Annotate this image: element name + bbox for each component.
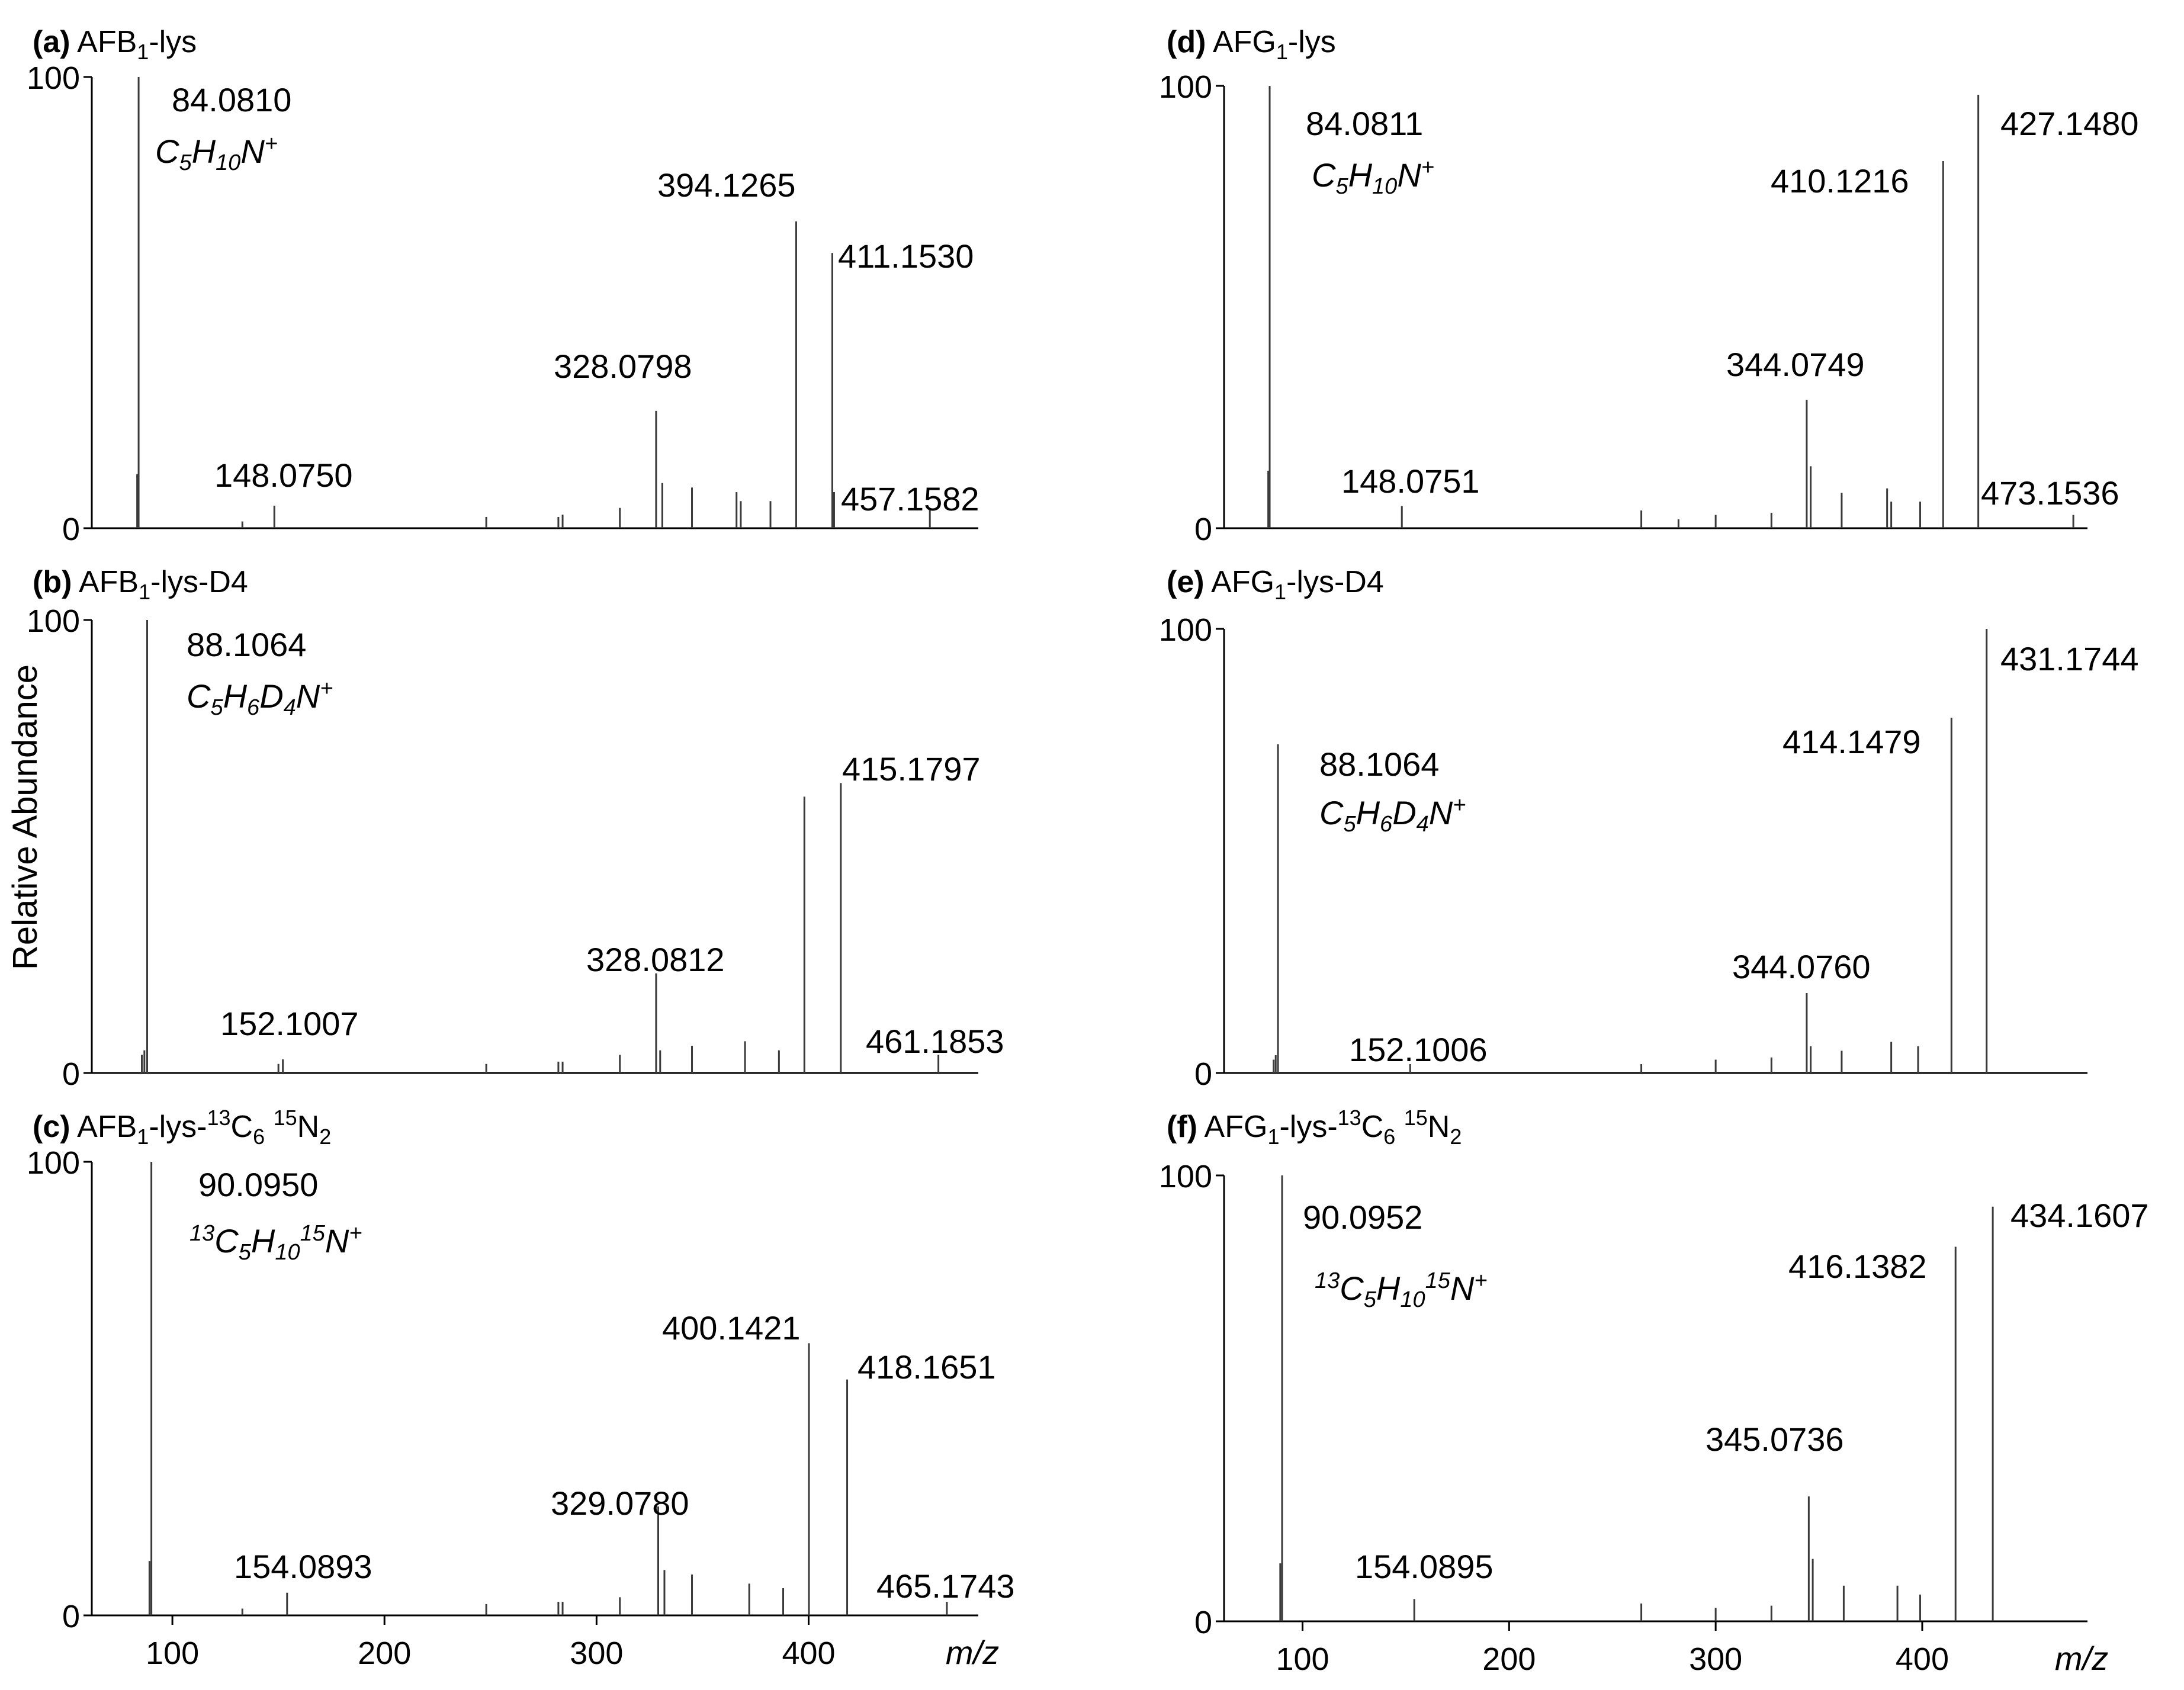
panel-f-formula: 13C5H1015N+ bbox=[1315, 1268, 1488, 1312]
panel-d-formula: C5H10N+ bbox=[1312, 155, 1434, 199]
peak-label: 154.0893 bbox=[234, 1548, 372, 1585]
y-tick-label: 100 bbox=[1159, 1159, 1212, 1194]
x-tick-label: 300 bbox=[1689, 1641, 1742, 1677]
peak-label: 410.1216 bbox=[1771, 162, 1909, 200]
peak-label: 84.0810 bbox=[172, 81, 291, 118]
peak-label: 461.1853 bbox=[866, 1023, 1004, 1060]
panel-f-title: (f) AFG1-lys-13C6 15N2 bbox=[1167, 1106, 1462, 1149]
peak-label: 465.1743 bbox=[876, 1567, 1015, 1605]
y-tick-label: 100 bbox=[27, 60, 80, 96]
peak-label: 414.1479 bbox=[1782, 723, 1921, 760]
y-tick-label: 100 bbox=[1159, 612, 1212, 648]
peak-label: 90.0952 bbox=[1303, 1199, 1422, 1236]
panel-c-title: (c) AFB1-lys-13C6 15N2 bbox=[33, 1106, 331, 1149]
x-tick-label: 200 bbox=[1482, 1641, 1536, 1677]
y-axis-label: Relative Abundance bbox=[6, 664, 44, 970]
x-axis-label: m/z bbox=[946, 1634, 999, 1671]
peak-label: 344.0749 bbox=[1726, 346, 1865, 383]
peak-label: 328.0798 bbox=[554, 348, 692, 385]
y-tick-label: 0 bbox=[1194, 1605, 1212, 1640]
peak-label: 329.0780 bbox=[551, 1485, 689, 1522]
panel-e-formula: C5H6D4N+ bbox=[1319, 793, 1466, 837]
panel-f: (f) AFG1-lys-13C6 15N2 100 0 100 200 300 400 m/… bbox=[1159, 1106, 2149, 1677]
peak-label: 152.1007 bbox=[220, 1005, 359, 1042]
panel-a-formula: C5H10N+ bbox=[155, 131, 278, 175]
x-axis-label: m/z bbox=[2055, 1640, 2108, 1677]
peak-label: 400.1421 bbox=[662, 1309, 801, 1347]
peak-label: 427.1480 bbox=[2000, 105, 2139, 142]
panel-c-formula: 13C5H1015N+ bbox=[190, 1221, 362, 1265]
x-tick-label: 400 bbox=[782, 1636, 835, 1671]
y-tick-label: 0 bbox=[62, 1599, 80, 1634]
panel-d-title: (d) AFG1-lys bbox=[1167, 25, 1336, 64]
peak-label: 154.0895 bbox=[1355, 1548, 1494, 1585]
panels-group: (a) AFB1-lys100084.0810148.0750328.07983… bbox=[27, 25, 2149, 1677]
panel-b-formula: C5H6D4N+ bbox=[187, 676, 333, 720]
y-tick-label: 0 bbox=[1194, 512, 1212, 547]
y-tick-label: 0 bbox=[62, 512, 80, 547]
peak-label: 473.1536 bbox=[1981, 474, 2119, 512]
peak-label: 345.0736 bbox=[1706, 1421, 1844, 1458]
peak-label: 411.1530 bbox=[838, 237, 974, 275]
y-tick-label: 0 bbox=[62, 1056, 80, 1092]
panel-a-title: (a) AFB1-lys bbox=[33, 25, 197, 64]
x-tick-label: 200 bbox=[358, 1636, 411, 1671]
panel-d: (d) AFG1-lys 100 0 84.0811 148.0751 344.0749 4… bbox=[1159, 25, 2139, 547]
peak-label: 415.1797 bbox=[842, 750, 981, 788]
peak-label: 434.1607 bbox=[2010, 1197, 2149, 1234]
peak-label: 344.0760 bbox=[1732, 948, 1871, 985]
peak-label: 84.0811 bbox=[1306, 105, 1423, 142]
peak-label: 90.0950 bbox=[198, 1166, 318, 1203]
peak-label: 394.1265 bbox=[657, 166, 796, 204]
peak-label: 416.1382 bbox=[1788, 1248, 1927, 1285]
x-tick-label: 400 bbox=[1896, 1641, 1949, 1677]
peak-label: 88.1064 bbox=[187, 626, 306, 663]
x-tick-label: 100 bbox=[146, 1636, 199, 1671]
peak-label: 418.1651 bbox=[857, 1348, 996, 1386]
panel-b-title: (b) AFB1-lys-D4 bbox=[33, 565, 248, 604]
y-tick-label: 0 bbox=[1194, 1056, 1212, 1092]
peak-label: 148.0751 bbox=[1341, 462, 1480, 500]
y-tick-label: 100 bbox=[1159, 69, 1212, 105]
x-tick-label: 300 bbox=[570, 1636, 623, 1671]
x-tick-label: 100 bbox=[1276, 1641, 1329, 1677]
peak-label: 148.0750 bbox=[214, 457, 353, 494]
peak-label: 457.1582 bbox=[841, 480, 979, 518]
peak-label: 88.1064 bbox=[1319, 746, 1439, 783]
panel-e-title: (e) AFG1-lys-D4 bbox=[1167, 565, 1384, 604]
peak-label: 152.1006 bbox=[1349, 1031, 1488, 1068]
peak-label: 431.1744 bbox=[2000, 640, 2139, 677]
y-tick-label: 100 bbox=[27, 1145, 80, 1181]
panel-e: (e) AFG1-lys-D4 100 0 88.1064 152.1006 344.07… bbox=[1159, 565, 2139, 1092]
peak-label: 328.0812 bbox=[586, 941, 725, 978]
y-tick-label: 100 bbox=[27, 603, 80, 639]
